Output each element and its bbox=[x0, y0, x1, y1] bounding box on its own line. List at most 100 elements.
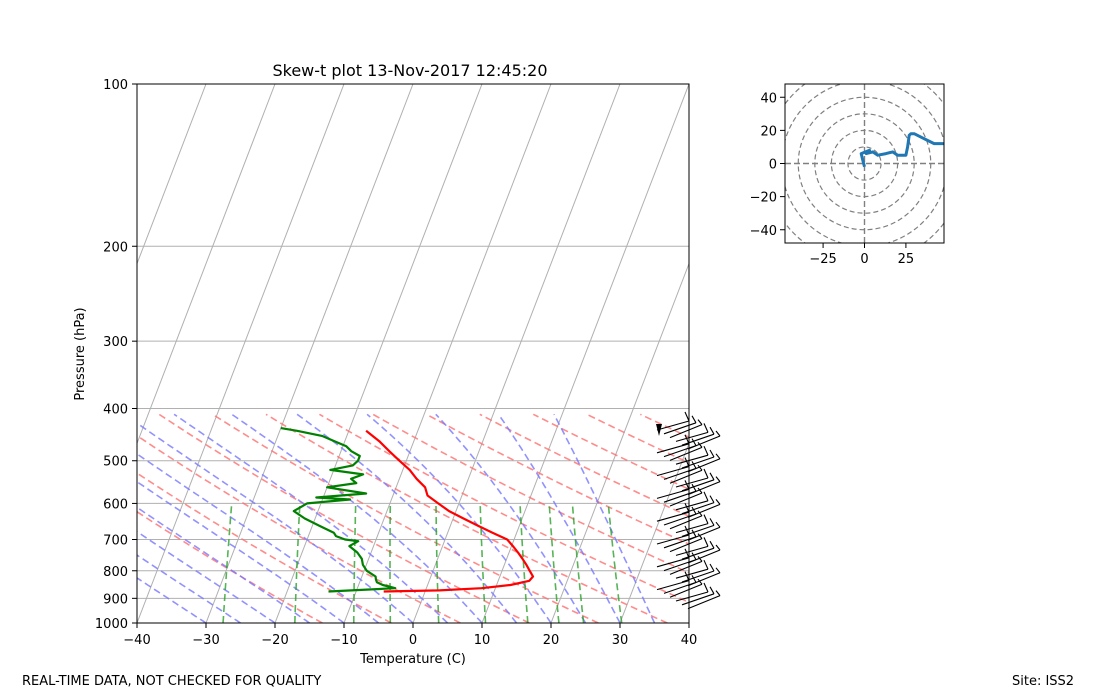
wind-barb bbox=[681, 570, 715, 583]
moist-adiabat bbox=[296, 413, 518, 623]
dry-adiabat bbox=[801, 414, 1100, 623]
y-tick-label: 200 bbox=[103, 240, 128, 255]
mixing-ratio-line bbox=[571, 503, 585, 623]
x-tick-label: 0 bbox=[409, 633, 417, 648]
isotherm-lines bbox=[0, 84, 689, 623]
plot-frame bbox=[136, 83, 690, 624]
wind-barb-flag bbox=[703, 491, 709, 502]
x-tick-label: −20 bbox=[261, 633, 288, 648]
wind-barb bbox=[663, 490, 697, 503]
wind-barb-flag bbox=[709, 495, 715, 503]
hodograph-y-tick-label: 0 bbox=[769, 158, 777, 173]
wind-barb-flag bbox=[709, 449, 715, 458]
site-label: Site: ISS2 bbox=[1012, 674, 1075, 689]
wind-barb-flag bbox=[697, 578, 703, 585]
dry-adiabat bbox=[854, 414, 1100, 623]
wind-barb bbox=[669, 583, 703, 598]
wind-barb bbox=[681, 502, 715, 515]
isotherm-line bbox=[137, 84, 207, 266]
hodograph-ring bbox=[847, 146, 882, 181]
wind-barb bbox=[663, 581, 697, 594]
dry-adiabat bbox=[137, 434, 461, 623]
dry-adiabat bbox=[694, 414, 1100, 623]
mixing-ratio-line bbox=[294, 503, 301, 623]
wind-barb bbox=[663, 536, 697, 549]
wind-barb bbox=[669, 424, 703, 439]
wind-barb-flag bbox=[709, 586, 715, 595]
sounding-profiles bbox=[280, 427, 535, 593]
wind-barb bbox=[656, 534, 690, 545]
wind-barb-flag bbox=[697, 510, 703, 517]
wind-barb-flag bbox=[691, 552, 697, 560]
moist-adiabat bbox=[137, 422, 414, 623]
wind-barb bbox=[675, 568, 709, 579]
dry-adiabat bbox=[372, 413, 689, 574]
mixing-ratio-line bbox=[607, 503, 623, 623]
wind-barb-flag bbox=[684, 525, 690, 536]
dewpoint-profile bbox=[280, 427, 397, 593]
wind-barb-flag bbox=[691, 461, 697, 469]
mixing-ratio-line bbox=[548, 503, 560, 623]
wind-barb bbox=[675, 454, 709, 465]
y-tick-label: 800 bbox=[103, 565, 128, 580]
x-tick-label: 40 bbox=[681, 633, 698, 648]
wind-barb-flag bbox=[691, 575, 697, 583]
wind-barb-flag bbox=[709, 472, 715, 481]
wind-barb bbox=[656, 511, 690, 522]
x-tick-label: −10 bbox=[330, 633, 357, 648]
wind-barb-flag bbox=[715, 476, 721, 482]
hodograph-line bbox=[859, 132, 944, 168]
wind-barb bbox=[681, 433, 715, 446]
wind-barb bbox=[656, 557, 690, 568]
skewt-panel: −40 −30 −20 −10 0 10 20 30 401002003004005006007… bbox=[0, 61, 1100, 667]
wind-barb-flag bbox=[697, 487, 703, 494]
moist-adiabat bbox=[137, 452, 379, 623]
moist-adiabat bbox=[137, 554, 241, 623]
wind-barb-flag bbox=[684, 571, 690, 581]
hodograph-panel: −25 0 25 −40 −20 0 20 40 bbox=[750, 83, 945, 267]
wind-barb-pennant bbox=[656, 424, 662, 436]
x-tick-label: −40 bbox=[123, 633, 150, 648]
moist-adiabat bbox=[553, 413, 656, 623]
wind-barb bbox=[675, 545, 709, 556]
wind-barb bbox=[669, 560, 703, 575]
hodograph-axes: −25 0 25 −40 −20 0 20 40 bbox=[750, 91, 915, 267]
y-tick-label: 400 bbox=[103, 403, 128, 418]
wind-barb-flag bbox=[684, 502, 690, 513]
moist-adiabat bbox=[231, 413, 483, 623]
main-axes: −40 −30 −20 −10 0 10 20 30 40 100 200 300 400 500 600 7… bbox=[95, 78, 697, 648]
wind-barb bbox=[675, 591, 709, 602]
wind-barb bbox=[681, 479, 715, 492]
dry-adiabat bbox=[532, 413, 689, 491]
moist-adiabat bbox=[137, 506, 310, 623]
dry-adiabat bbox=[639, 413, 689, 439]
moist-adiabat bbox=[435, 413, 587, 623]
wind-barb-flag bbox=[691, 415, 697, 424]
wind-barb-flag bbox=[709, 426, 715, 435]
wind-barb-flag bbox=[703, 582, 709, 593]
moist-adiabat bbox=[497, 413, 621, 623]
x-tick-label: 10 bbox=[474, 633, 491, 648]
hodograph-y-tick-label: −20 bbox=[750, 191, 777, 206]
wind-barb-flag bbox=[691, 483, 697, 492]
wind-barb bbox=[663, 445, 697, 458]
wind-barb bbox=[669, 538, 703, 553]
wind-barb-flag bbox=[697, 419, 703, 425]
wind-barb-flag bbox=[715, 521, 721, 528]
mixing-ratio-line bbox=[222, 503, 233, 623]
wind-barb-flag bbox=[715, 590, 721, 596]
mixing-ratio-line bbox=[519, 503, 529, 623]
wind-barb-flag bbox=[684, 548, 690, 559]
wind-barb-flag bbox=[684, 411, 690, 422]
wind-barb-flag bbox=[684, 434, 690, 445]
wind-barb-flag bbox=[697, 556, 703, 562]
wind-barb-flag bbox=[709, 518, 715, 526]
moist-adiabat bbox=[137, 480, 345, 623]
pressure-gridlines bbox=[137, 84, 689, 623]
wind-barb-flag bbox=[691, 529, 697, 538]
wind-barb bbox=[687, 595, 721, 610]
isotherm-line bbox=[0, 84, 68, 623]
x-tick-label: 30 bbox=[612, 633, 629, 648]
wind-barb bbox=[656, 443, 690, 454]
